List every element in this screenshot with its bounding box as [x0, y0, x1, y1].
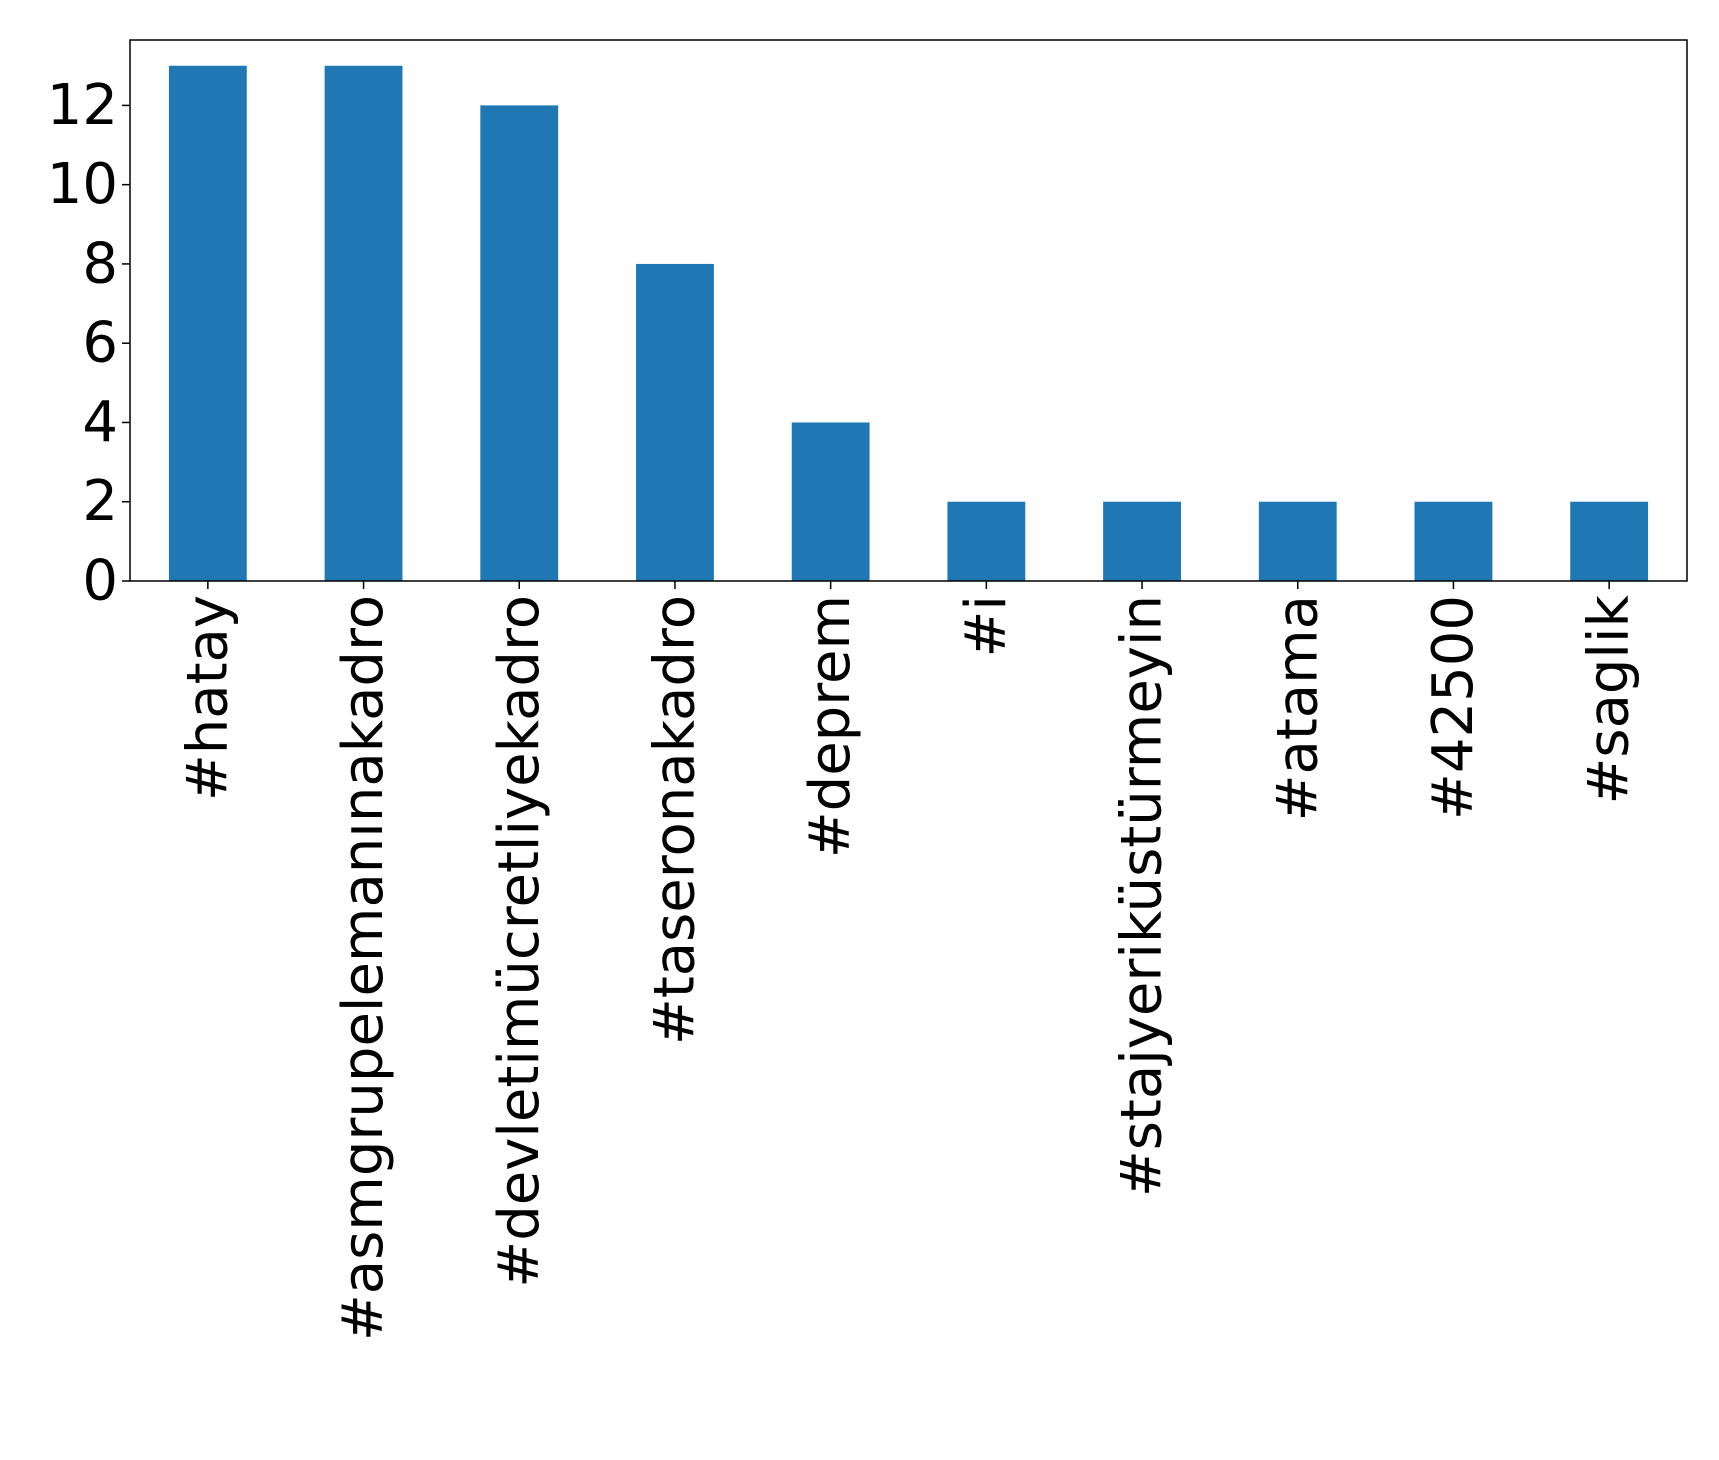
x-tick-label-4: #deprem [798, 595, 863, 858]
bar-0 [168, 65, 247, 581]
x-tick-label-8: #42500 [1421, 595, 1486, 820]
y-tick-label-5: 10 [47, 152, 118, 217]
axes-layer [129, 39, 1688, 582]
x-tick-label-5: #i [954, 595, 1019, 657]
x-tick-label-1: #asmgrupelemanınakadro [331, 595, 396, 1341]
bar-3 [636, 263, 714, 581]
bars-layer [168, 65, 1649, 582]
bar-1 [324, 65, 403, 581]
y-tick-label-2: 4 [82, 390, 118, 455]
x-tick-label-9: #saglik [1577, 594, 1642, 804]
bar-5 [947, 501, 1026, 581]
y-tick-label-6: 12 [47, 73, 118, 138]
bar-6 [1103, 501, 1181, 581]
x-tick-label-0: #hatay [175, 595, 240, 801]
y-axis-ticks: 0 2 4 6 8 10 12 [47, 73, 130, 614]
plot-frame [129, 39, 1688, 582]
bar-4 [791, 422, 870, 581]
x-tick-label-7: #atama [1265, 595, 1330, 821]
y-tick-label-4: 8 [82, 231, 118, 296]
bar-2 [480, 105, 559, 582]
y-tick-label-1: 2 [82, 469, 118, 534]
bar-8 [1414, 501, 1493, 581]
y-tick-label-3: 6 [82, 311, 118, 376]
bar-9 [1570, 501, 1649, 581]
x-axis-ticks: #hatay #asmgrupelemanınakadro #devletimücr… [175, 581, 1642, 1341]
x-tick-label-2: #devletimücretliyekadro [487, 595, 552, 1288]
y-tick-label-0: 0 [82, 549, 118, 614]
bar-7 [1258, 501, 1337, 581]
x-tick-label-6: #stajyeriküstürmeyin [1110, 595, 1175, 1197]
x-tick-label-3: #taseronakadro [642, 595, 707, 1045]
